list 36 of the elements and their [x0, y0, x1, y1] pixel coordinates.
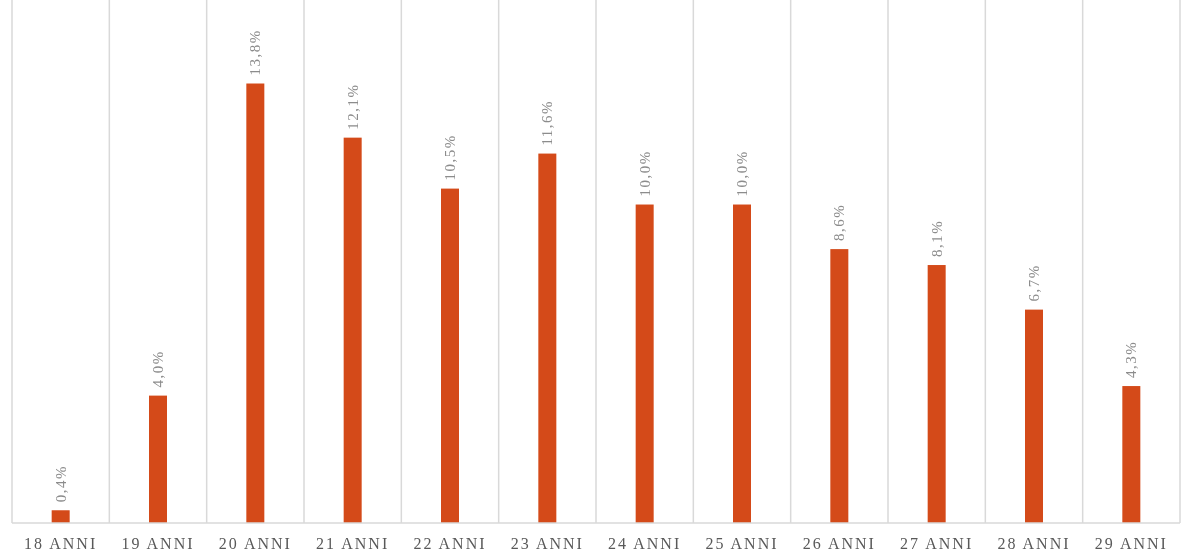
data-label: 4,0%	[150, 350, 166, 388]
data-label: 13,8%	[247, 29, 264, 76]
bar	[246, 83, 265, 523]
bar	[538, 153, 557, 523]
bar	[149, 395, 167, 523]
x-tick-label: 23 ANNI	[510, 535, 584, 552]
data-label: 6,7%	[1026, 264, 1042, 302]
data-label: 12,1%	[344, 83, 361, 130]
bar	[635, 204, 654, 523]
x-tick-label: 28 ANNI	[997, 535, 1071, 552]
bar	[1122, 386, 1141, 523]
x-tick-label: 19 ANNI	[121, 535, 195, 552]
x-tick-label: 20 ANNI	[218, 535, 292, 552]
bar	[927, 265, 946, 523]
bar	[1025, 309, 1043, 523]
data-label: 10,0%	[636, 150, 653, 197]
data-label: 4,3%	[1123, 340, 1140, 379]
bar	[51, 510, 70, 523]
data-label: 10,5%	[442, 134, 458, 181]
x-tick-label: 27 ANNI	[900, 535, 974, 552]
bar	[441, 188, 459, 523]
data-label: 8,6%	[831, 203, 848, 242]
x-tick-label: 25 ANNI	[705, 535, 779, 552]
bar	[830, 249, 849, 523]
data-label: 8,1%	[928, 219, 945, 258]
data-label: 0,4%	[52, 465, 69, 503]
x-tick-label: 24 ANNI	[608, 535, 682, 552]
bar	[343, 137, 362, 523]
bar	[733, 204, 751, 523]
x-tick-label: 18 ANNI	[24, 535, 98, 552]
x-tick-label: 26 ANNI	[802, 535, 876, 552]
data-label: 11,6%	[539, 99, 556, 146]
data-label: 10,0%	[734, 150, 750, 197]
x-tick-label: 22 ANNI	[413, 535, 487, 552]
x-tick-label: 29 ANNI	[1094, 535, 1168, 552]
x-tick-label: 21 ANNI	[316, 535, 390, 552]
